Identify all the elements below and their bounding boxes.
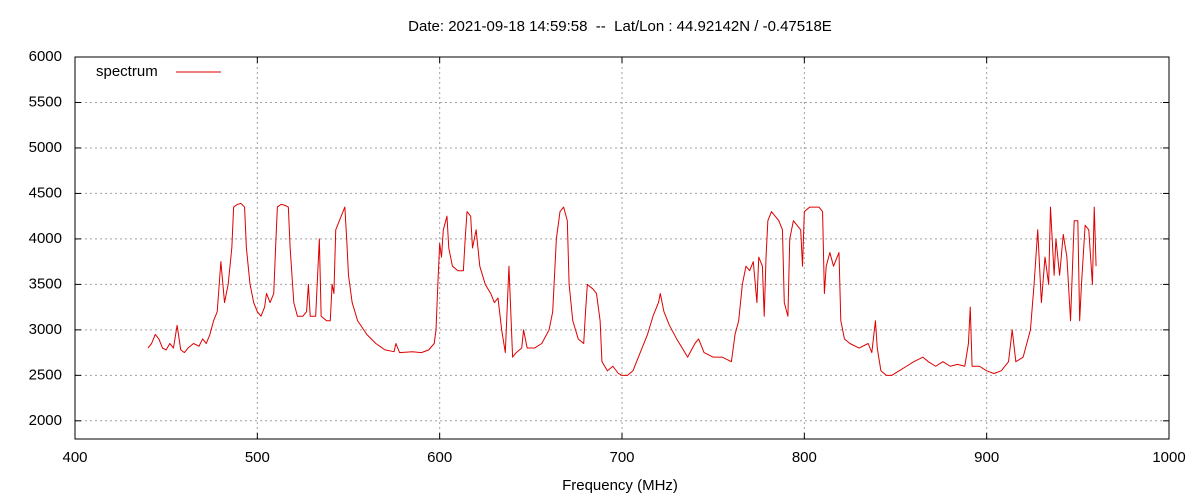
y-tick-label: 4500 <box>29 184 62 201</box>
plot-frame <box>74 56 1170 440</box>
x-tick-label: 800 <box>792 449 817 466</box>
x-tick-label: 900 <box>974 449 999 466</box>
legend-label: spectrum <box>96 63 158 80</box>
x-tick-label: 600 <box>427 449 452 466</box>
y-tick-label: 5000 <box>29 139 62 156</box>
y-tick-label: 2000 <box>29 412 62 429</box>
y-tick-label: 6000 <box>29 48 62 65</box>
y-tick-label: 2500 <box>29 366 62 383</box>
x-tick-label: 1000 <box>1152 449 1185 466</box>
x-axis-label: Frequency (MHz) <box>562 477 678 494</box>
y-tick-label: 3000 <box>29 321 62 338</box>
x-tick-label: 700 <box>609 449 634 466</box>
y-tick-label: 3500 <box>29 275 62 292</box>
chart-title: Date: 2021-09-18 14:59:58 -- Lat/Lon : 4… <box>408 18 832 35</box>
line-series <box>147 202 1097 376</box>
x-tick-label: 500 <box>245 449 270 466</box>
y-tick-label: 4000 <box>29 230 62 247</box>
x-tick-label: 400 <box>62 449 87 466</box>
y-tick-label: 5500 <box>29 93 62 110</box>
